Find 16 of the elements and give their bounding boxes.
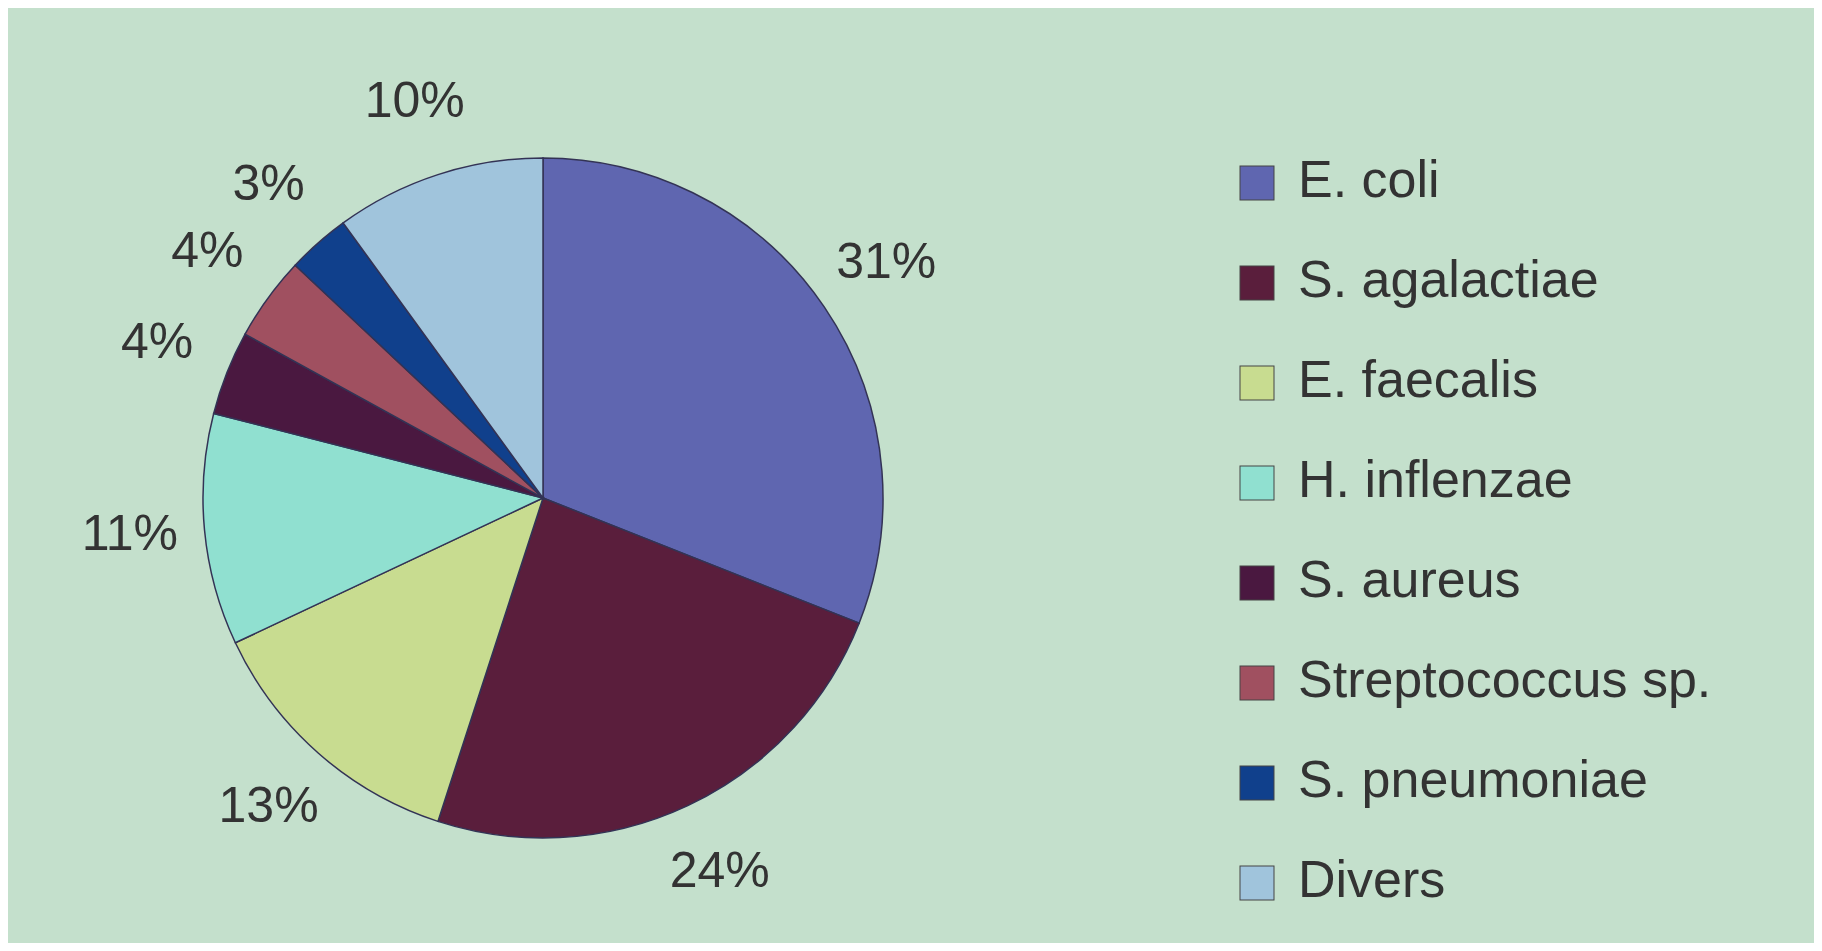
data-label: 24%	[669, 841, 770, 898]
data-label: 4%	[121, 313, 194, 370]
legend-label: S. agalactiae	[1298, 249, 1599, 308]
legend-label: E. faecalis	[1298, 349, 1538, 408]
legend-label: Streptococcus sp.	[1298, 649, 1712, 708]
data-label: 31%	[836, 232, 937, 289]
legend-label: H. inflenzae	[1298, 449, 1573, 508]
data-label: 4%	[171, 222, 244, 279]
data-label: 10%	[364, 71, 465, 128]
data-label: 11%	[81, 505, 179, 562]
data-label: 13%	[218, 777, 319, 834]
legend-label: E. coli	[1298, 149, 1440, 208]
legend-label: S. aureus	[1298, 549, 1521, 608]
data-label: 3%	[232, 154, 305, 211]
legend-label: S. pneumoniae	[1298, 749, 1648, 808]
legend-label: Divers	[1298, 849, 1446, 908]
